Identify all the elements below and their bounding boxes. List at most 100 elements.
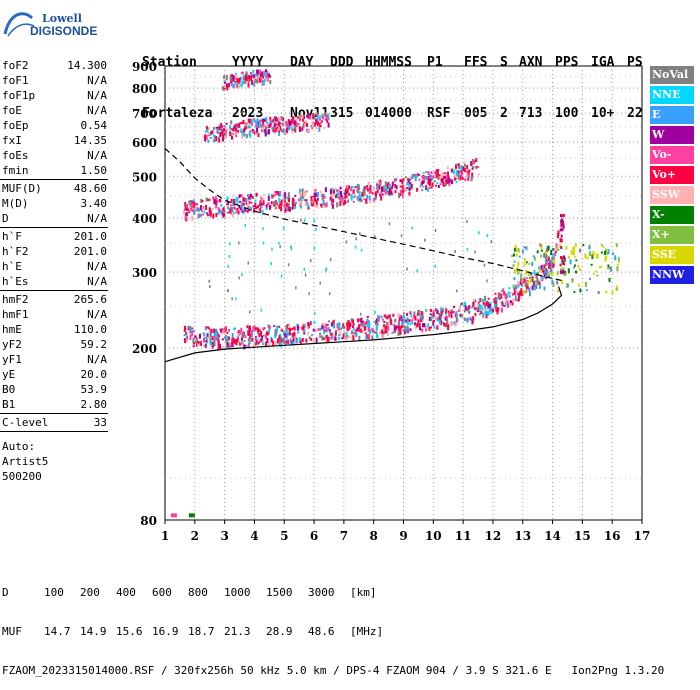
header-field: 005 <box>464 106 488 121</box>
echo-point <box>266 123 269 127</box>
echo-point <box>417 174 420 177</box>
echo-point <box>273 116 276 119</box>
noise-point <box>241 273 243 277</box>
echo-point <box>247 82 250 88</box>
echo-point <box>332 334 335 339</box>
noise-point <box>244 224 246 227</box>
echo-point <box>315 199 318 205</box>
echo-point <box>243 132 246 136</box>
echo-point <box>563 213 566 217</box>
echo-point <box>487 303 490 309</box>
echo-point <box>455 320 458 325</box>
logo-line1: Lowell <box>42 12 82 25</box>
echo-point <box>339 186 342 190</box>
echo-point <box>530 286 533 289</box>
echo-point <box>518 249 521 253</box>
echo-point <box>427 187 429 192</box>
echo-point <box>598 266 601 269</box>
echo-point <box>262 74 265 79</box>
echo-point <box>283 203 286 208</box>
echo-point <box>350 318 353 323</box>
echo-point <box>334 187 337 190</box>
echo-point <box>560 271 563 274</box>
param-row: yE 20.0 <box>0 367 111 382</box>
echo-point <box>275 200 277 204</box>
echo-point <box>199 340 202 343</box>
header-field: 100 <box>555 106 579 121</box>
param-value: 14.300 <box>67 59 107 72</box>
echo-point <box>358 191 361 197</box>
echo-point <box>573 290 576 293</box>
echo-point <box>608 267 611 270</box>
echo-point <box>425 171 428 174</box>
echo-point <box>543 253 546 258</box>
echo-point <box>573 251 576 256</box>
echo-point <box>283 338 286 344</box>
echo-point <box>481 298 484 302</box>
echo-point <box>272 118 275 122</box>
echo-point <box>307 205 310 210</box>
echo-point <box>416 187 419 192</box>
echo-point <box>249 118 252 123</box>
echo-point <box>263 327 266 330</box>
echo-point <box>519 291 522 296</box>
echo-point <box>486 310 489 316</box>
echo-point <box>283 200 286 203</box>
echo-point <box>344 201 347 204</box>
x-tick-label: 9 <box>399 529 407 543</box>
echo-point <box>605 290 608 294</box>
noise-point <box>416 269 418 273</box>
echo-point <box>406 187 409 189</box>
echo-point <box>353 195 356 198</box>
noise-point <box>209 285 211 288</box>
echo-point <box>256 69 259 75</box>
echo-point <box>556 280 559 285</box>
echo-point <box>402 328 405 332</box>
echo-point <box>579 268 582 272</box>
echo-point <box>519 277 522 282</box>
echo-point <box>218 136 221 139</box>
echo-point <box>550 262 553 268</box>
echo-point <box>509 300 512 304</box>
echo-point <box>399 325 402 331</box>
echo-point <box>358 318 361 322</box>
echo-point <box>497 293 500 299</box>
echo-point <box>561 218 564 222</box>
echo-point <box>329 331 331 334</box>
echo-point <box>337 336 340 340</box>
echo-point <box>236 202 239 205</box>
echo-point <box>538 282 541 285</box>
echo-point <box>545 274 548 278</box>
echo-point <box>360 321 363 326</box>
footer-cell: 28.9 <box>266 625 293 638</box>
echo-point <box>300 191 302 197</box>
echo-point <box>543 272 546 278</box>
echo-point <box>544 262 547 266</box>
x-tick-label: 5 <box>280 529 288 543</box>
echo-point <box>517 284 520 287</box>
echo-point <box>540 244 543 250</box>
echo-point <box>242 332 244 338</box>
param-value: 201.0 <box>73 230 107 243</box>
param-divider <box>0 179 108 180</box>
echo-point <box>477 301 480 304</box>
echo-point <box>417 313 420 316</box>
echo-point <box>298 125 301 129</box>
echo-point <box>579 288 582 293</box>
echo-point <box>616 266 619 272</box>
echo-point <box>419 327 421 330</box>
echo-point <box>382 188 385 193</box>
echo-point <box>458 165 461 169</box>
echo-point <box>363 189 366 193</box>
echo-point <box>319 125 322 128</box>
echo-point <box>207 198 210 201</box>
echo-point <box>242 120 245 124</box>
echo-point <box>522 279 525 284</box>
echo-point <box>192 329 195 333</box>
echo-point <box>235 74 238 80</box>
echo-point <box>468 316 471 319</box>
echo-point <box>280 116 283 121</box>
echo-point <box>249 196 252 200</box>
echo-point <box>204 326 207 330</box>
echo-point <box>478 303 481 309</box>
